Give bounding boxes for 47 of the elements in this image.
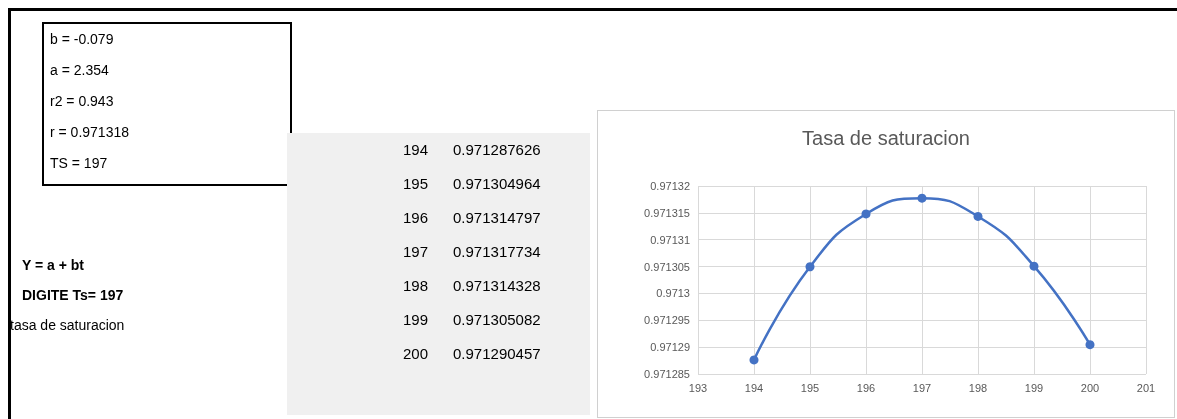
text: 0.971314328 [453,276,541,296]
y-tick-label: 0.971315 [644,206,690,219]
x-tick-label: 200 [1080,381,1100,394]
y-tick-label: 0.9713 [656,287,690,300]
text: 195 [403,174,430,194]
text: TS = 197 [49,154,109,173]
text: 0.971290457 [453,344,541,364]
point [1085,340,1095,350]
text: 196 [403,208,430,228]
text: a = 2.354 [49,61,110,80]
text: Y = a + bt [21,256,85,275]
text: DIGITE Ts= 197 [21,286,125,305]
text: 197 [403,242,430,262]
point [805,262,815,272]
x-tick-label: 193 [688,381,708,394]
x-tick-label: 197 [912,381,932,394]
y-tick-label: 0.97129 [650,341,690,354]
x-tick-label: 195 [800,381,820,394]
chart-title: Tasa de saturacion [802,127,970,149]
y-tick-label: 0.97132 [650,180,690,192]
text: b = -0.079 [49,30,115,49]
y-tick-label: 0.971305 [644,260,690,273]
point [1029,261,1039,271]
text: r2 = 0.943 [49,92,115,111]
text: 200 [403,344,430,364]
point [917,193,927,203]
x-tick-label: 196 [856,381,876,394]
text: 198 [403,276,430,296]
text: 0.971317734 [453,242,541,262]
point [861,209,871,219]
x-tick-label: 198 [968,381,988,394]
y-tick-label: 0.971295 [644,314,690,327]
text: 0.971304964 [453,174,541,194]
text: 0.971287626 [453,140,541,160]
point [973,211,983,221]
text: 0.971314797 [453,208,541,228]
x-tick-label: 194 [744,381,764,394]
text: r = 0.971318 [49,123,130,142]
y-tick-label: 0.97131 [650,233,690,246]
text: 194 [403,140,430,160]
x-tick-label: 201 [1136,381,1156,394]
text: tasa de saturacion [10,316,125,335]
text: 0.971305082 [453,310,541,330]
text: 199 [403,310,430,330]
point [749,355,759,365]
y-tick-label: 0.971285 [644,368,690,380]
x-tick-label: 199 [1024,381,1044,394]
